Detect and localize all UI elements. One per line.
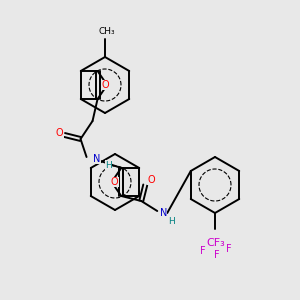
Text: O: O xyxy=(101,80,109,90)
Text: CH₃: CH₃ xyxy=(99,28,115,37)
Text: O: O xyxy=(56,128,63,138)
Text: O: O xyxy=(111,177,119,187)
Text: H: H xyxy=(105,160,112,169)
Text: F: F xyxy=(214,250,220,260)
Text: H: H xyxy=(168,217,175,226)
Text: N: N xyxy=(160,208,167,218)
Text: F: F xyxy=(226,244,232,254)
Text: N: N xyxy=(93,154,100,164)
Text: F: F xyxy=(200,246,206,256)
Text: O: O xyxy=(147,175,155,185)
Text: CF₃: CF₃ xyxy=(207,238,225,248)
